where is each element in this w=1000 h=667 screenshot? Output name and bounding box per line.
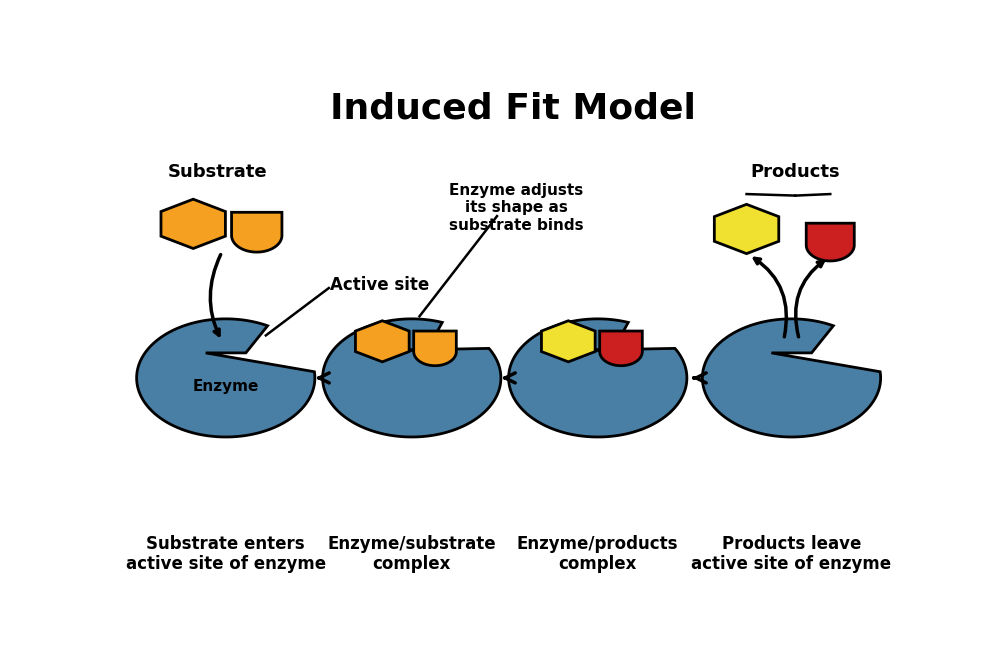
Polygon shape — [161, 199, 225, 249]
Polygon shape — [137, 319, 315, 437]
Polygon shape — [414, 331, 456, 366]
Text: Induced Fit Model: Induced Fit Model — [330, 91, 695, 125]
Polygon shape — [323, 319, 501, 437]
Text: Enzyme/substrate
complex: Enzyme/substrate complex — [327, 534, 496, 574]
Polygon shape — [355, 321, 409, 362]
Text: Products leave
active site of enzyme: Products leave active site of enzyme — [691, 534, 892, 574]
Polygon shape — [232, 212, 282, 252]
Text: Active site: Active site — [330, 277, 430, 294]
Polygon shape — [541, 321, 595, 362]
Text: Substrate: Substrate — [168, 163, 268, 181]
Text: Enzyme/products
complex: Enzyme/products complex — [517, 534, 678, 574]
Text: Enzyme: Enzyme — [193, 380, 259, 394]
Polygon shape — [806, 223, 854, 261]
Polygon shape — [714, 204, 779, 253]
Polygon shape — [600, 331, 642, 366]
Text: Products: Products — [751, 163, 840, 181]
Text: Enzyme adjusts
its shape as
substrate binds: Enzyme adjusts its shape as substrate bi… — [449, 183, 584, 233]
Text: Substrate enters
active site of enzyme: Substrate enters active site of enzyme — [126, 534, 326, 574]
Polygon shape — [509, 319, 687, 437]
Polygon shape — [702, 319, 881, 437]
